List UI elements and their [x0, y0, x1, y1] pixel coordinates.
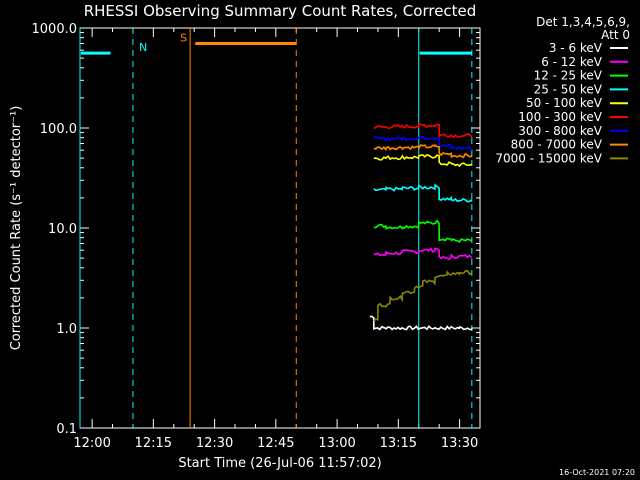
series-line-7 — [373, 143, 473, 159]
x-tick-label: 12:30 — [196, 436, 233, 451]
y-tick-label: 100.0 — [40, 122, 77, 137]
y-tick-label: 1.0 — [56, 322, 77, 337]
legend-label-0: 3 - 6 keV — [549, 41, 603, 55]
legend-label-4: 50 - 100 keV — [526, 96, 603, 110]
x-axis-label: Start Time (26-Jul-06 11:57:02) — [178, 456, 381, 471]
chart-title: RHESSI Observing Summary Count Rates, Co… — [84, 2, 477, 20]
series-line-2 — [373, 219, 473, 243]
legend-label-3: 25 - 50 keV — [534, 82, 603, 96]
series-line-0 — [369, 315, 473, 331]
x-tick-label: 13:30 — [441, 436, 478, 451]
annotation-night-label: N — [139, 41, 147, 54]
series-line-8 — [373, 269, 472, 322]
x-tick-label: 12:45 — [257, 436, 294, 451]
legend-label-7: 800 - 7000 keV — [511, 138, 603, 152]
legend-label-1: 6 - 12 keV — [541, 55, 603, 69]
legend-label-8: 7000 - 15000 keV — [495, 151, 602, 165]
series-line-6 — [373, 135, 473, 151]
x-tick-label: 12:00 — [73, 436, 110, 451]
series-line-1 — [373, 247, 473, 261]
y-tick-label: 0.1 — [56, 422, 77, 437]
legend-label-2: 12 - 25 keV — [534, 69, 603, 83]
y-tick-label: 10.0 — [48, 222, 77, 237]
x-tick-label: 12:15 — [135, 436, 172, 451]
series-line-4 — [373, 154, 473, 168]
x-tick-label: 13:15 — [380, 436, 417, 451]
x-tick-label: 13:00 — [318, 436, 355, 451]
legend-label-5: 100 - 300 keV — [518, 110, 602, 124]
series-line-3 — [373, 183, 473, 203]
series-line-5 — [373, 122, 473, 139]
legend-title-line2: Att 0 — [601, 28, 630, 42]
y-axis-label: Corrected Count Rate (s⁻¹ detector⁻¹) — [9, 106, 24, 351]
annotation-saa-label: S — [180, 31, 187, 44]
generation-timestamp: 16-Oct-2021 07:20 — [559, 468, 635, 477]
legend-label-6: 300 - 800 keV — [518, 124, 602, 138]
y-tick-label: 1000.0 — [32, 22, 78, 37]
plot-area: 0.1 1.0 10.0 100.0 1000.0 12:00 12:15 12:30 12:4… — [32, 22, 628, 451]
legend-title-line1: Det 1,3,4,5,6,9, — [536, 15, 630, 29]
